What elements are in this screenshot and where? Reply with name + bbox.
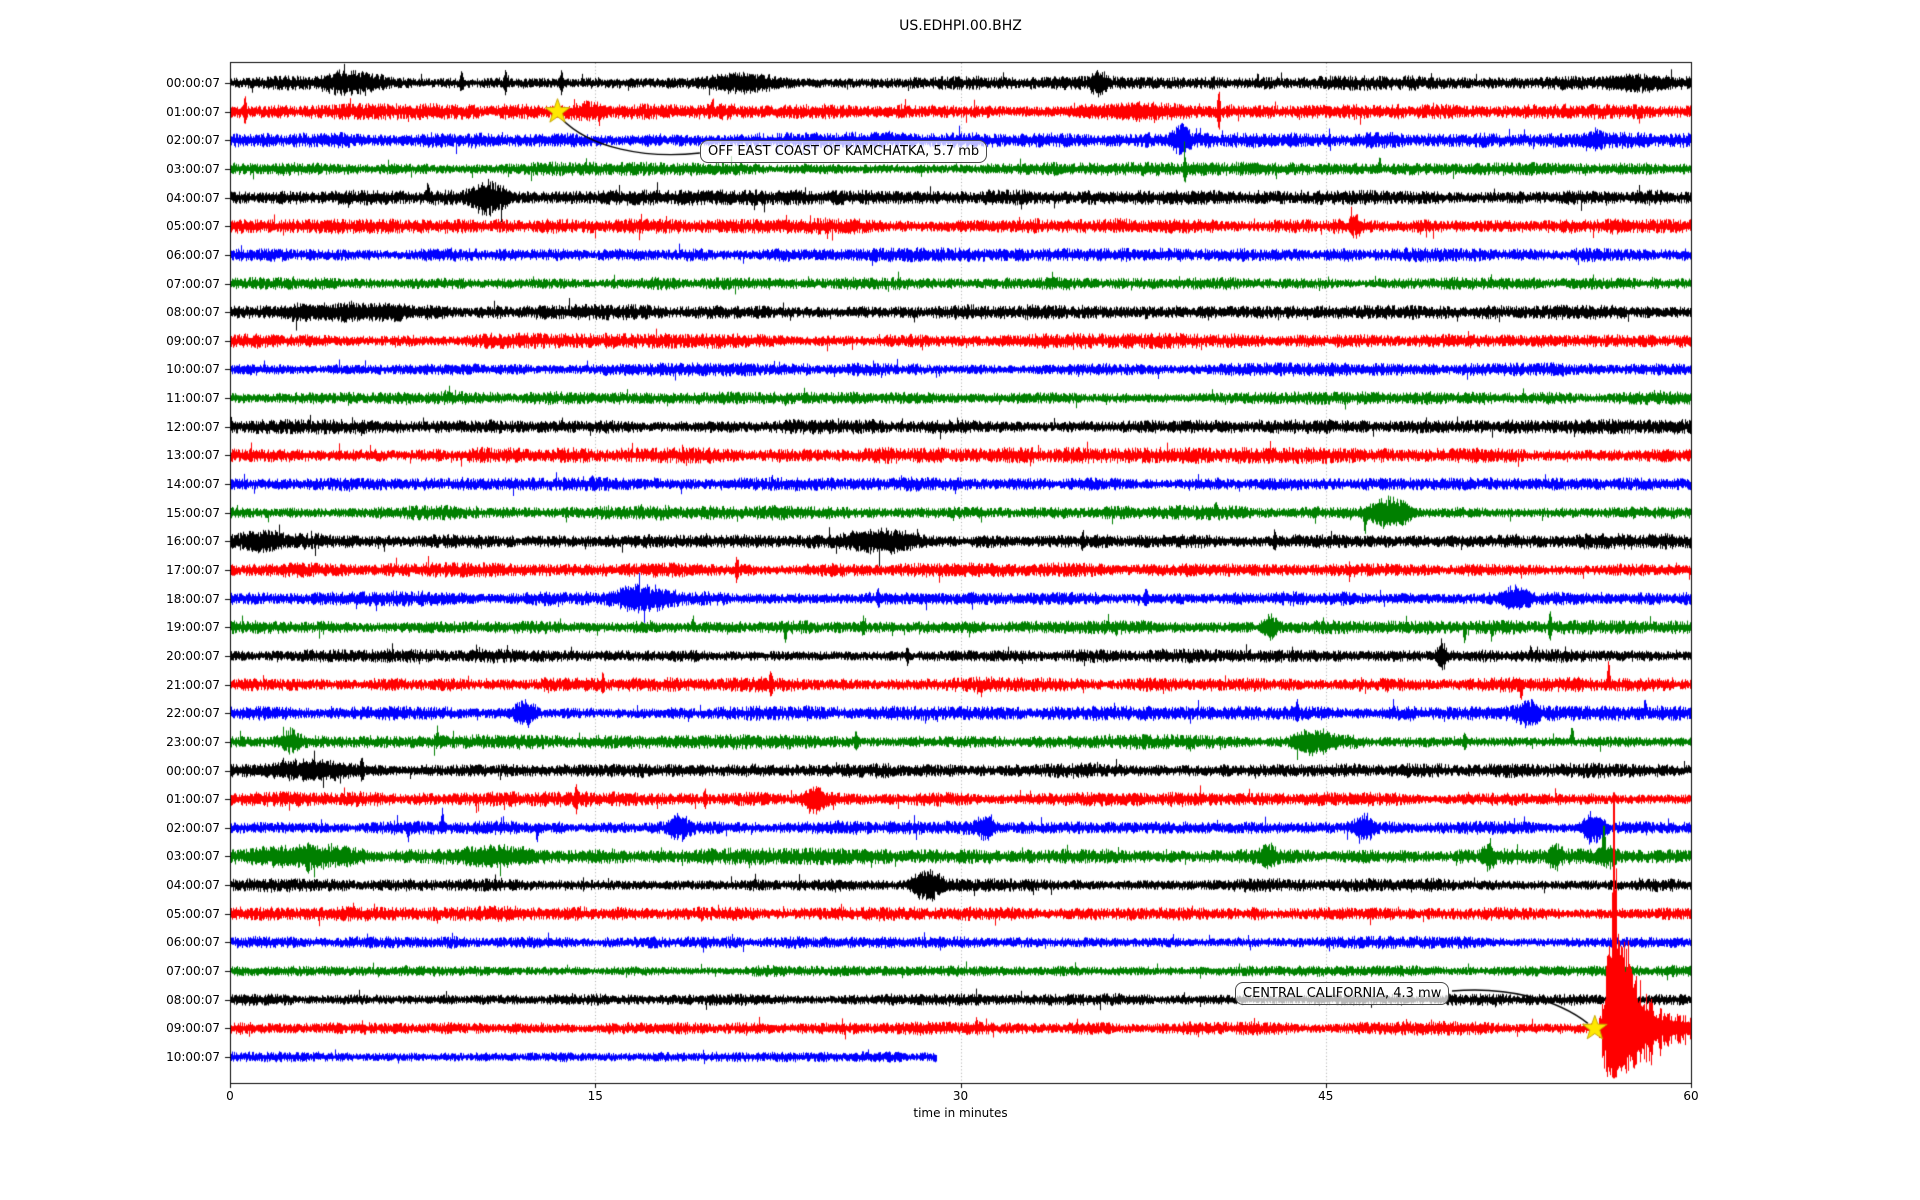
row-label-13: 13:00:07 [166,448,220,463]
row-label-3: 03:00:07 [166,161,220,176]
row-label-10: 10:00:07 [166,362,220,377]
annotation-central-california-event: CENTRAL CALIFORNIA, 4.3 mw [1235,982,1450,1005]
row-label-19: 19:00:07 [166,620,220,635]
x-tick-label-60: 60 [1683,1089,1699,1103]
row-label-0: 00:00:07 [166,76,220,90]
row-label-23: 23:00:07 [166,734,220,749]
row-label-27: 03:00:07 [166,849,220,864]
row-label-1: 01:00:07 [166,104,220,119]
row-label-9: 09:00:07 [166,333,220,348]
row-label-20: 20:00:07 [166,648,220,663]
row-label-7: 07:00:07 [166,276,220,291]
row-label-8: 08:00:07 [166,305,220,320]
row-label-32: 08:00:07 [166,992,220,1007]
chart-title: US.EDHPI.00.BHZ [899,18,1022,34]
row-label-22: 22:00:07 [166,706,220,721]
row-label-6: 06:00:07 [166,247,220,262]
annotation-kamchatka-event: OFF EAST COAST OF KAMCHATKA, 5.7 mb [700,140,988,163]
row-label-18: 18:00:07 [166,591,220,606]
row-label-16: 16:00:07 [166,534,220,549]
row-label-29: 05:00:07 [166,906,220,921]
row-label-30: 06:00:07 [166,935,220,950]
row-label-21: 21:00:07 [166,677,220,692]
x-tick-label-15: 15 [587,1089,603,1103]
row-label-4: 04:00:07 [166,190,220,205]
row-label-14: 14:00:07 [166,477,220,492]
row-label-26: 02:00:07 [166,820,220,835]
row-label-33: 09:00:07 [166,1021,220,1036]
row-label-2: 02:00:07 [166,133,220,148]
x-axis-label: time in minutes [913,1106,1008,1120]
x-tick-label-45: 45 [1318,1089,1334,1103]
row-label-24: 00:00:07 [166,763,220,778]
row-label-25: 01:00:07 [166,792,220,807]
x-tick-label-0: 0 [226,1089,234,1103]
row-label-11: 11:00:07 [166,391,220,406]
x-tick-label-30: 30 [952,1089,969,1103]
row-label-17: 17:00:07 [166,562,220,577]
row-label-12: 12:00:07 [166,419,220,434]
row-label-28: 04:00:07 [166,878,220,893]
row-label-31: 07:00:07 [166,964,220,979]
row-label-5: 05:00:07 [166,219,220,234]
row-label-15: 15:00:07 [166,505,220,520]
row-label-34: 10:00:07 [166,1049,220,1064]
